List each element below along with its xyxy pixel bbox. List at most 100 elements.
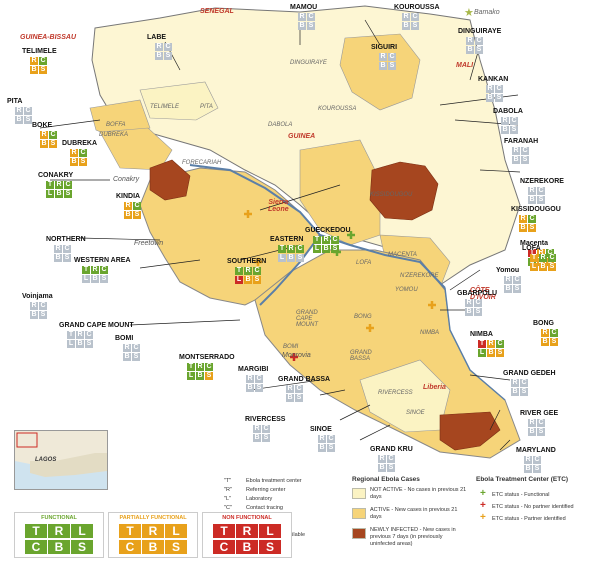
district-label: SOUTHERN	[227, 258, 267, 265]
status-cell: L	[478, 349, 486, 357]
region-label-nimba: NIMBA	[420, 330, 440, 336]
status-cell: L	[530, 263, 538, 271]
etc-cross-partner	[254, 258, 262, 266]
district-label: LABE	[147, 34, 167, 41]
legend-code: "L"	[224, 496, 231, 502]
status-legend-title: FUNCTIONAL	[41, 515, 77, 521]
status-legend-box: PARTIALLY FUNCTIONAL T R L C B S	[108, 512, 198, 558]
district-label: MONTSERRADO	[179, 354, 235, 361]
status-cell: S	[387, 464, 395, 472]
district-label: Voinjama	[22, 293, 53, 300]
district-label: BOMI	[115, 335, 134, 342]
status-cell: R	[54, 245, 62, 253]
district-label: NZEREKORE	[520, 178, 564, 185]
status-cell: S	[64, 190, 72, 198]
status-legend-cell: C	[213, 540, 235, 554]
country-label-mali: MALI	[456, 62, 474, 69]
etc-cross-icon: +	[480, 512, 486, 523]
legend-etc-label: ETC status - Functional	[492, 492, 550, 498]
status-cell: S	[533, 465, 541, 473]
region-label-sinoe: SINOE	[406, 410, 425, 416]
border-liberia-civ	[444, 287, 506, 401]
status-cell: C	[132, 344, 140, 352]
region-label-boffa: BOFFA	[106, 122, 126, 128]
district-label: KISSIDOUGOU	[511, 206, 561, 213]
status-cell: C	[537, 419, 545, 427]
status-cell: R	[286, 385, 294, 393]
kissidougou-newly-infected	[369, 161, 439, 221]
status-cell: R	[123, 344, 131, 352]
status-cell: B	[501, 126, 509, 134]
district-label: GRAND KRU	[370, 446, 413, 453]
status-cell: T	[313, 236, 321, 244]
status-cell: L	[313, 245, 321, 253]
status-cell: S	[164, 52, 172, 60]
status-cell: R	[30, 57, 38, 65]
status-cell: S	[100, 275, 108, 283]
status-cell: C	[39, 57, 47, 65]
status-legend-cell: C	[119, 540, 141, 554]
district-label: SIGUIRI	[371, 44, 398, 51]
district-label: GRAND GEDEH	[503, 370, 556, 377]
region-label-rivercess: RIVERCESS	[378, 390, 413, 396]
status-cell: B	[298, 22, 306, 30]
status-cell: R	[244, 267, 252, 275]
legend-code: "T"	[224, 478, 232, 484]
status-cell: C	[537, 187, 545, 195]
district-label: GRAND CAPE MOUNT	[59, 322, 134, 329]
etc-cross-functional	[347, 231, 355, 239]
status-cell: C	[49, 131, 57, 139]
status-cell: T	[530, 254, 538, 262]
district-label: GBARPOLU	[457, 290, 498, 297]
status-cell: T	[67, 331, 75, 339]
status-cell: R	[537, 249, 545, 257]
district-label: LOFA	[522, 245, 541, 252]
district-label: WESTERN AREA	[74, 257, 131, 264]
telimele-pita-region	[139, 81, 219, 121]
status-cell: R	[246, 375, 254, 383]
status-cell: B	[124, 211, 132, 219]
district-label: KANKAN	[478, 76, 509, 83]
district-label: MARYLAND	[516, 447, 556, 454]
status-cell: B	[40, 140, 48, 148]
status-cell: B	[378, 464, 386, 472]
legend-swatch	[352, 488, 366, 499]
status-cell: S	[537, 428, 545, 436]
status-cell: C	[520, 379, 528, 387]
status-legend-cell: S	[259, 540, 281, 554]
status-cell: B	[91, 275, 99, 283]
status-cell: C	[475, 37, 483, 45]
status-legend-cell: S	[71, 540, 93, 554]
city-label-freetown: Freetown	[134, 240, 164, 247]
district-label: PITA	[7, 98, 23, 105]
status-cell: T	[235, 267, 243, 275]
status-cell: B	[286, 394, 294, 402]
status-cell: B	[504, 285, 512, 293]
status-cell: R	[196, 363, 204, 371]
status-cell: B	[123, 353, 131, 361]
region-label-pita: PITA	[200, 104, 213, 110]
status-cell: S	[521, 156, 529, 164]
district-label: GRAND BASSA	[278, 376, 331, 383]
status-cell: L	[46, 190, 54, 198]
district-label: DABOLA	[493, 108, 523, 115]
status-cell: C	[205, 363, 213, 371]
region-label-kissidougou: KISSIDOUGOU	[370, 192, 413, 198]
status-cell: S	[520, 388, 528, 396]
status-cell: C	[411, 13, 419, 21]
status-legend-title: PARTIALLY FUNCTIONAL	[119, 515, 187, 521]
forecariah-newly-infected	[149, 159, 191, 201]
status-legend-box: FUNCTIONAL T R L C B S	[14, 512, 104, 558]
status-legend-cell: L	[71, 524, 93, 538]
status-cell: S	[537, 196, 545, 204]
